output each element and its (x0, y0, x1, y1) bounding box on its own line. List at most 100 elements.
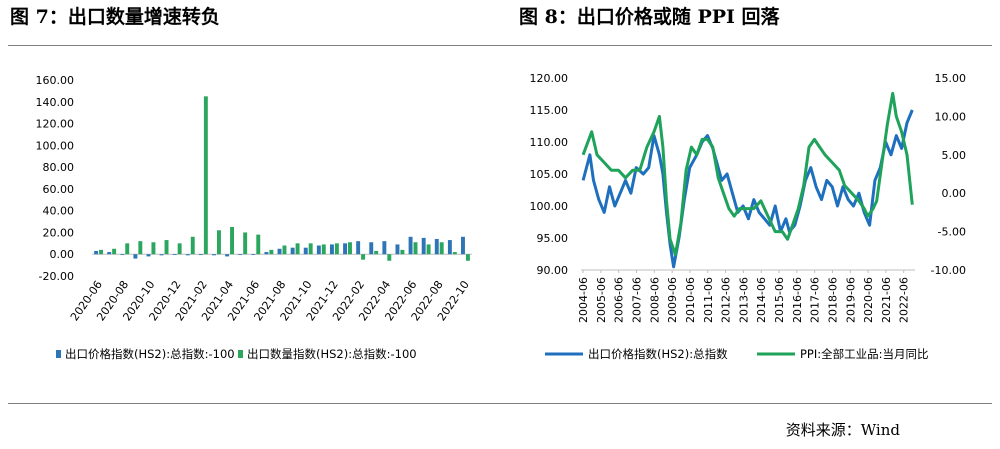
y-tick-label: 0.00 (50, 248, 75, 261)
figure-7-title: 图 7：出口数量增速转负 (10, 6, 220, 28)
bottom-divider (8, 403, 992, 404)
x-tick-label: 2014-06 (755, 277, 768, 323)
x-tick-label: 2022-06 (898, 277, 911, 323)
bar-quantity (138, 241, 143, 255)
legend-label-ppi: PPI:全部工业品:当月同比 (800, 347, 929, 361)
bar-price (447, 240, 452, 255)
bar-price (264, 252, 269, 255)
export-price-line (581, 109, 914, 269)
bar-price (238, 254, 243, 256)
bar-quantity (400, 249, 405, 255)
bar-quantity (387, 254, 392, 261)
x-tick-label: 2004-06 (577, 277, 590, 323)
bar-quantity (295, 243, 300, 255)
y-tick-label: 20.00 (43, 226, 75, 239)
bar-quantity (413, 242, 418, 255)
bar-quantity (465, 254, 470, 261)
bar-price (94, 250, 99, 255)
legend-label-price: 出口价格指数(HS2):总指数 (588, 347, 728, 361)
bar-quantity (374, 250, 379, 255)
x-tick-label: 2017-06 (809, 277, 822, 323)
figure-8-title: 图 8：出口价格或随 PPI 回落 (519, 6, 780, 28)
bar-price (159, 254, 164, 256)
bar-price (146, 254, 151, 257)
y-tick-label: 40.00 (43, 205, 75, 218)
x-tick-label: 2019-06 (844, 277, 857, 323)
bar-price (434, 238, 439, 255)
bar-price (290, 247, 295, 255)
bar-quantity (203, 96, 208, 255)
bar-price (107, 252, 112, 255)
bar-price (172, 254, 177, 256)
x-tick-label: 2008-06 (648, 277, 661, 323)
y-left-tick-label: 105.00 (530, 168, 569, 181)
bar-quantity (151, 242, 156, 255)
x-tick-label: 2016-06 (791, 277, 804, 323)
bar-quantity (321, 244, 326, 255)
bar-quantity (190, 236, 195, 255)
bar-price (369, 242, 374, 255)
x-tick-label: 2010-06 (684, 277, 697, 323)
y-left-tick-label: 95.00 (537, 232, 569, 245)
y-left-tick-label: 115.00 (530, 104, 569, 117)
x-tick-label: 2005-06 (595, 277, 608, 323)
y-right-tick-label: 10.00 (935, 110, 967, 123)
bar-quantity (125, 243, 130, 255)
bar-quantity (308, 243, 313, 255)
bar-quantity (177, 243, 182, 255)
bar-quantity (164, 240, 169, 255)
x-tick-label: 2009-06 (666, 277, 679, 323)
y-left-tick-label: 120.00 (530, 72, 569, 85)
x-tick-label: 2006-06 (613, 277, 626, 323)
bar-quantity (256, 234, 261, 255)
bar-quantity (452, 252, 457, 255)
bar-price (251, 254, 256, 256)
x-tick-label: 2020-06 (862, 277, 875, 323)
ppi-line (581, 91, 914, 257)
bar-price (212, 254, 216, 256)
bar-price (408, 236, 413, 255)
x-tick-label: 2011-06 (702, 277, 715, 323)
bar-quantity (243, 232, 248, 255)
y-tick-label: 160.00 (36, 74, 75, 87)
bar-quantity (282, 245, 287, 255)
y-left-tick-label: 110.00 (530, 136, 569, 149)
bar-quantity (112, 248, 117, 255)
bar-price (356, 241, 361, 255)
top-divider (8, 45, 992, 46)
source-note: 资料来源：Wind (785, 421, 900, 439)
y-right-tick-label: -10.00 (931, 264, 966, 277)
bar-price (120, 254, 125, 256)
bar-price (198, 254, 203, 256)
bar-price (277, 248, 282, 255)
y-tick-label: 100.00 (36, 139, 75, 152)
y-right-tick-label: -5.00 (938, 226, 966, 239)
x-tick-label: 2018-06 (826, 277, 839, 323)
legend-swatch-price (56, 350, 61, 358)
bar-price (395, 244, 400, 255)
y-right-tick-label: 0.00 (942, 187, 967, 200)
y-tick-label: -20.00 (39, 270, 74, 283)
bar-price (316, 245, 321, 255)
bar-price (133, 254, 138, 259)
bar-quantity (361, 254, 366, 260)
bar-quantity (334, 243, 339, 255)
bar-quantity (439, 242, 444, 255)
legend-label-price: 出口价格指数(HS2):总指数:-100 (65, 347, 235, 361)
y-right-tick-label: 5.00 (942, 149, 967, 162)
y-tick-label: 80.00 (43, 161, 75, 174)
y-tick-label: 140.00 (36, 96, 75, 109)
x-tick-label: 2021-06 (880, 277, 893, 323)
bar-quantity (269, 249, 274, 255)
bar-price (461, 236, 465, 255)
y-left-tick-label: 100.00 (530, 200, 569, 213)
bar-price (382, 241, 387, 255)
bar-price (225, 254, 230, 257)
bar-quantity (426, 244, 431, 255)
legend-label-quantity: 出口数量指数(HS2):总指数:-100 (247, 347, 417, 361)
y-tick-label: 120.00 (36, 118, 75, 131)
bar-price (329, 244, 334, 255)
bar-price (303, 247, 308, 255)
x-tick-label: 2013-06 (737, 277, 750, 323)
